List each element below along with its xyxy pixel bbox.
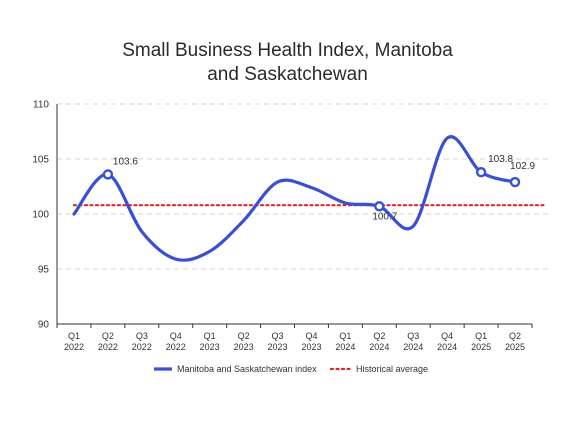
x-tick-label-year: 2024	[403, 342, 423, 352]
x-tick-label-quarter: Q3	[272, 331, 284, 341]
data-label: 103.8	[488, 154, 513, 165]
index-point-marker	[374, 201, 385, 212]
chart-title-line-2: and Saskatchewan	[207, 64, 368, 85]
index-series-line	[72, 135, 517, 262]
legend-label-index: Manitoba and Saskatchewan index	[177, 364, 317, 374]
x-tick-label-year: 2025	[505, 342, 525, 352]
x-tick-label-quarter: Q2	[509, 331, 521, 341]
series	[72, 135, 521, 262]
x-tick-label-year: 2025	[471, 342, 491, 352]
x-tick-label-year: 2024	[437, 342, 457, 352]
x-tick-label-quarter: Q1	[68, 331, 80, 341]
x-tick-label-year: 2023	[268, 342, 288, 352]
legend: Manitoba and Saskatchewan index Historica…	[154, 364, 428, 374]
x-tick-label-quarter: Q2	[238, 331, 250, 341]
data-label: 100.7	[372, 211, 397, 222]
x-tick-label-quarter: Q2	[102, 331, 114, 341]
x-tick-label-year: 2022	[132, 342, 152, 352]
y-tick-label: 100	[32, 210, 49, 221]
x-tick-label-quarter: Q1	[475, 331, 487, 341]
x-tick-label-quarter: Q4	[170, 331, 182, 341]
x-tick-label-year: 2024	[335, 342, 355, 352]
y-tick-label: 110	[33, 100, 49, 111]
x-tick-label-quarter: Q4	[305, 331, 317, 341]
data-label: 102.9	[510, 161, 535, 172]
y-tick-label: 105	[32, 155, 49, 166]
x-tick-label-year: 2022	[64, 342, 84, 352]
index-point-marker	[102, 169, 114, 180]
x-tick-label-year: 2023	[200, 342, 220, 352]
x-tick-label-quarter: Q4	[441, 331, 453, 341]
x-tick-label-quarter: Q3	[136, 331, 148, 341]
x-tick-label-quarter: Q2	[373, 331, 385, 341]
x-tick-label-year: 2022	[98, 342, 118, 352]
y-tick-label: 90	[38, 320, 50, 331]
x-tick-label-year: 2023	[234, 342, 254, 352]
chart-title: Small Business Health Index, Manitoba an…	[122, 40, 453, 85]
x-tick-label-year: 2024	[369, 342, 389, 352]
data-label: 103.6	[113, 156, 138, 167]
axes: 9095100105110Q12022Q22022Q32022Q42022Q12…	[32, 100, 533, 352]
x-tick-label-year: 2023	[301, 342, 321, 352]
y-tick-label: 95	[38, 265, 50, 276]
index-point-marker	[475, 166, 487, 178]
gridlines	[57, 103, 550, 270]
x-tick-label-quarter: Q3	[407, 331, 419, 341]
x-tick-label-year: 2022	[166, 342, 186, 352]
x-tick-label-quarter: Q1	[339, 331, 351, 341]
chart-title-line-1: Small Business Health Index, Manitoba	[122, 40, 453, 61]
index-point-marker	[509, 176, 521, 188]
legend-label-average: Historical average	[356, 364, 428, 374]
x-tick-label-quarter: Q1	[204, 331, 216, 341]
